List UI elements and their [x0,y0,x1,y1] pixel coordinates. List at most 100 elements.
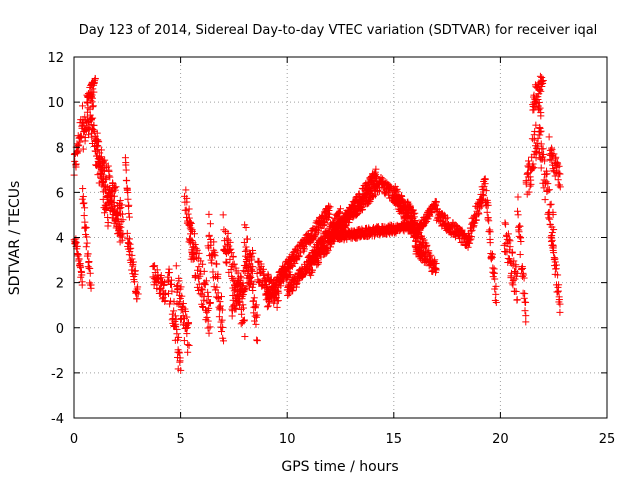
data-point [365,199,373,207]
data-point [288,286,296,294]
data-point [239,301,247,309]
data-point [482,187,490,195]
data-point [372,191,380,199]
data-point [201,281,209,289]
data-point [106,188,114,196]
x-tick-label: 0 [70,432,78,447]
data-point [500,241,508,249]
data-point [183,313,191,321]
data-point [488,253,496,261]
data-point [505,236,513,244]
data-point [249,249,257,257]
data-point [198,302,206,310]
data-point [516,222,524,230]
data-point [510,257,518,265]
data-point [217,293,225,301]
data-point [116,238,124,246]
data-point [554,271,562,279]
data-point [396,193,404,201]
data-point [94,142,102,150]
data-point [556,181,564,189]
data-point [206,299,214,307]
y-tick-label: 6 [56,186,64,201]
data-point [185,341,193,349]
data-point [99,167,107,175]
data-point [83,233,91,241]
data-point [159,294,167,302]
data-point [74,252,82,260]
data-point [244,252,252,260]
data-point [125,235,133,243]
data-point [150,262,158,270]
data-point [477,203,485,211]
data-point [432,266,440,274]
data-point [222,258,230,266]
data-point [336,205,344,213]
data-point [254,258,262,266]
y-axis-label: SDTVAR / TECUs [7,181,23,296]
data-point [492,298,500,306]
data-point [326,210,334,218]
data-point [233,283,241,291]
data-point [83,98,91,106]
data-point [239,304,247,312]
data-point [431,256,439,264]
data-point [264,302,272,310]
data-point [173,325,181,333]
data-point [501,219,509,227]
data-point [524,169,532,177]
data-point [540,184,548,192]
data-point [248,265,256,273]
data-point [537,87,545,95]
data-point [205,210,213,218]
data-point [486,239,494,247]
data-point [436,218,444,226]
data-point [492,290,500,298]
data-point [243,256,251,264]
data-point [170,307,178,315]
data-point [78,271,86,279]
data-point [519,269,527,277]
data-point [241,333,249,341]
data-point [392,186,400,194]
data-point [107,198,115,206]
data-point [177,315,185,323]
data-point [325,213,333,221]
data-point [418,235,426,243]
data-point [238,310,246,318]
data-point [239,291,247,299]
data-point [151,262,159,270]
data-point [534,96,542,104]
data-point [443,214,451,222]
data-point [325,206,333,214]
data-point [117,231,125,239]
data-point [406,203,414,211]
data-point [432,260,440,268]
data-point [234,292,242,300]
data-point [128,266,136,274]
data-point [195,263,203,271]
data-point [87,116,95,124]
data-point [82,243,90,251]
data-point [464,243,472,251]
data-point [126,240,134,248]
data-point [93,129,101,137]
data-point [514,193,522,201]
data-point [253,337,261,345]
data-point [184,210,192,218]
data-point [548,231,556,239]
data-point [242,224,250,232]
data-point [539,80,547,88]
data-point [548,229,556,237]
data-point [125,201,133,209]
data-point [483,208,491,216]
data-point [209,268,217,276]
data-point [230,260,238,268]
data-point [122,176,130,184]
data-point [542,178,550,186]
tick-labels: 0 5 10 15 20 25 -4 -2 0 2 4 6 8 10 12 [47,51,615,447]
data-point [81,204,89,212]
data-point [353,210,361,218]
data-point [514,207,522,215]
data-point [540,150,548,158]
